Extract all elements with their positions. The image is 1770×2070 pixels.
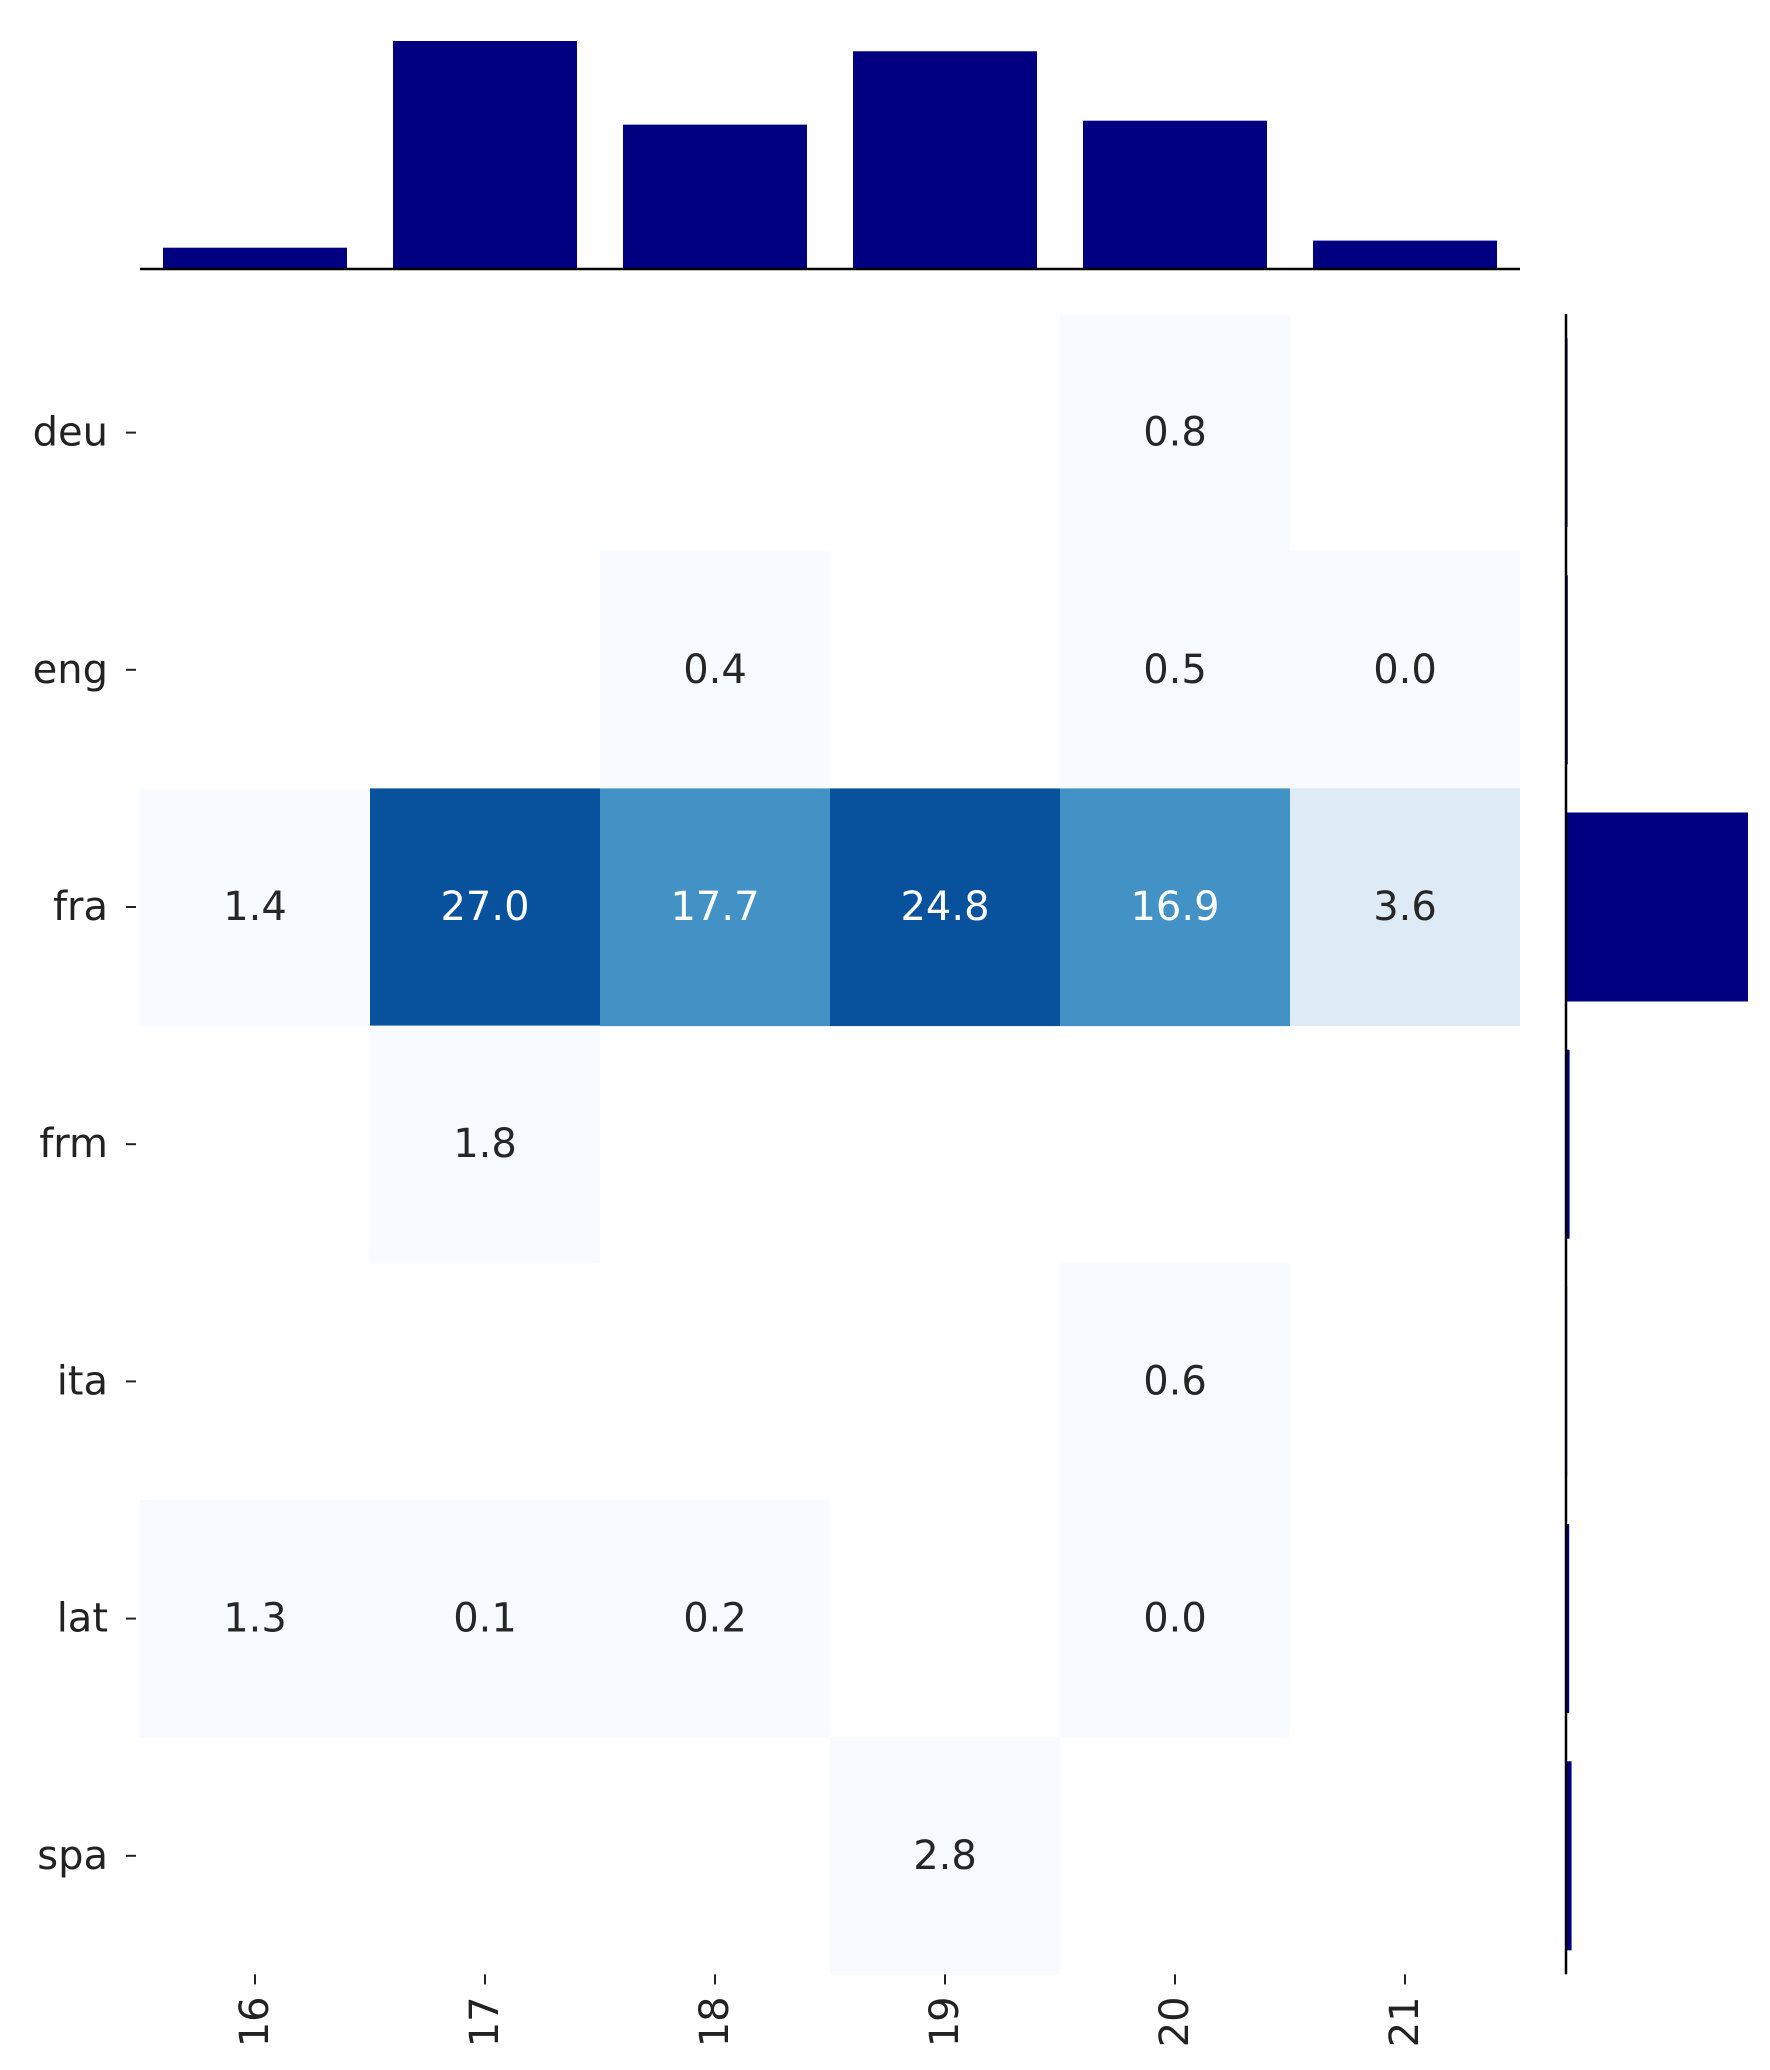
heatmap-cell <box>370 788 600 1027</box>
right-marginal-bar <box>1566 812 1748 1002</box>
x-axis: 16 17 18 19 20 21 <box>232 1974 1428 2047</box>
heatmap-cell-label: 1.3 <box>223 1596 287 1642</box>
heatmap-cell-label: 3.6 <box>1373 884 1437 930</box>
y-tick-label: fra <box>53 884 108 930</box>
heatmap-cell <box>140 1500 370 1738</box>
x-tick-label: 21 <box>1382 1996 1428 2047</box>
y-tick-label: eng <box>33 647 108 693</box>
right-marginal-bar-chart <box>1564 314 1748 1975</box>
y-tick-label: spa <box>37 1833 108 1879</box>
right-marginal-bar <box>1566 1049 1570 1239</box>
heatmap-cell-label: 0.8 <box>1143 410 1207 456</box>
x-tick-label: 20 <box>1152 1996 1198 2047</box>
heatmap-cell <box>1290 788 1520 1027</box>
top-marginal-bar <box>393 41 577 269</box>
right-marginal-bar <box>1566 1761 1572 1951</box>
heatmap-cell <box>370 1025 600 1264</box>
top-marginal-bar <box>1313 240 1497 269</box>
heatmap-cell-label: 0.6 <box>1143 1358 1207 1404</box>
y-tick-label: lat <box>57 1596 108 1642</box>
heatmap-cell <box>830 1737 1060 1975</box>
x-tick-label: 19 <box>922 1996 968 2047</box>
heatmap-cell-label: 27.0 <box>440 884 529 930</box>
heatmap-cell-label: 1.8 <box>453 1121 517 1167</box>
top-marginal-bar-chart <box>140 41 1520 271</box>
heatmap-cell-label: 0.5 <box>1143 647 1207 693</box>
y-tick-label: frm <box>39 1121 108 1167</box>
heatmap-cell-label: 1.4 <box>223 884 287 930</box>
heatmap-cell-label: 2.8 <box>913 1833 977 1879</box>
heatmap-cell <box>1060 551 1290 789</box>
heatmap-cell-label: 0.0 <box>1143 1596 1207 1642</box>
heatmap-cell-label: 0.2 <box>683 1596 747 1642</box>
x-tick-label: 18 <box>692 1996 738 2047</box>
x-tick-label: 16 <box>232 1996 278 2047</box>
heatmap-cell <box>1060 1500 1290 1738</box>
y-tick-label: deu <box>33 410 108 456</box>
top-marginal-bar <box>853 51 1037 269</box>
top-marginal-bar <box>163 247 347 269</box>
heatmap-cell-label: 16.9 <box>1130 884 1219 930</box>
heatmap-cell <box>1060 314 1290 552</box>
x-tick-label: 17 <box>462 1996 508 2047</box>
y-tick-label: ita <box>57 1358 108 1404</box>
heatmap-cell-label: 0.4 <box>683 647 747 693</box>
heatmap-cell <box>140 788 370 1027</box>
right-marginal-bar <box>1566 1524 1570 1714</box>
heatmap-cell <box>370 1500 600 1738</box>
y-axis: deu eng fra frm ita lat spa <box>33 410 136 1879</box>
heatmap-cell-label: 17.7 <box>670 884 759 930</box>
heatmap-cell <box>600 551 830 789</box>
heatmap-cell <box>600 788 830 1027</box>
heatmap-cell <box>1290 551 1520 789</box>
top-marginal-bar <box>1083 120 1267 269</box>
heatmap-cell-label: 0.1 <box>453 1596 517 1642</box>
top-marginal-bar <box>623 124 807 269</box>
heatmap-grid: 0.8 0.4 0.5 0.0 1.4 27.0 17.7 24.8 16.9 3.6 1.8 0.6… <box>140 314 1520 1975</box>
heatmap-cell <box>1060 788 1290 1027</box>
heatmap-cell <box>830 788 1060 1027</box>
heatmap-cell-label: 24.8 <box>900 884 989 930</box>
heatmap-cell <box>1060 1262 1290 1501</box>
heatmap-cell <box>600 1500 830 1738</box>
heatmap-cell-label: 0.0 <box>1373 647 1437 693</box>
